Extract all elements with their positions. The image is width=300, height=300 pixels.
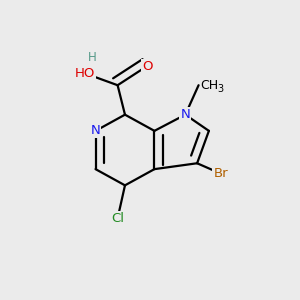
Text: 3: 3 (217, 84, 223, 94)
Text: N: N (181, 108, 190, 121)
Text: Br: Br (213, 167, 228, 180)
Text: O: O (142, 60, 152, 73)
Text: H: H (88, 51, 97, 64)
Text: Cl: Cl (111, 212, 124, 225)
Text: HO: HO (75, 67, 95, 80)
Text: N: N (91, 124, 100, 137)
Text: CH: CH (200, 79, 218, 92)
